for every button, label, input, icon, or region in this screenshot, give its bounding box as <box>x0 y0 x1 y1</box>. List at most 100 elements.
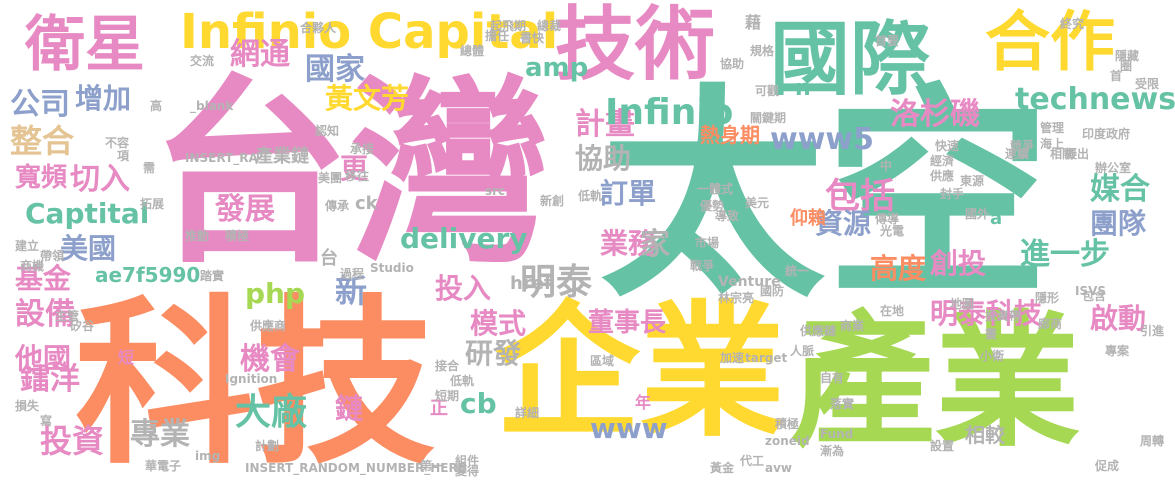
cloud-word: 低軌 <box>450 374 475 388</box>
cloud-word: a <box>990 208 1003 229</box>
cloud-word: 過程 <box>340 267 365 281</box>
cloud-word: 網通 <box>230 37 290 72</box>
cloud-word: href <box>510 273 552 294</box>
cloud-word: 代工 <box>740 454 765 468</box>
cloud-word: cb <box>460 387 497 420</box>
cloud-word: 媒合 <box>1090 172 1150 207</box>
cloud-word: _blank <box>190 99 234 113</box>
cloud-word: Infinio Capital <box>180 4 559 60</box>
cloud-word: 競爭 <box>1010 139 1035 153</box>
cloud-word: 家 <box>640 227 670 262</box>
cloud-word: 協助 <box>720 57 745 71</box>
cloud-word: 相關 <box>1050 147 1075 161</box>
cloud-word: 損失 <box>15 399 40 413</box>
cloud-word: 地圖 <box>950 297 975 311</box>
cloud-word: 落實 <box>830 397 855 411</box>
cloud-word: 正 <box>430 398 448 419</box>
cloud-word: 供應鏈 <box>800 324 837 338</box>
cloud-word: 項 <box>117 149 130 163</box>
cloud-word: 詳細 <box>515 406 540 420</box>
cloud-word: 協助 <box>575 142 632 175</box>
cloud-word: 傳承 <box>325 199 350 213</box>
cloud-word: 高度 <box>870 252 927 285</box>
cloud-word: 建立 <box>15 239 40 253</box>
cloud-word: 總體 <box>460 44 485 58</box>
cloud-word: 大廠 <box>235 392 308 433</box>
cloud-word: 小衛 <box>980 349 1005 363</box>
cloud-word: 黃文芳 <box>325 82 410 115</box>
cloud-word: 畫 <box>985 327 998 341</box>
cloud-word: 積極 <box>225 229 250 243</box>
cloud-word: 新 <box>335 272 368 310</box>
cloud-word: 海上 <box>1040 137 1065 151</box>
cloud-word: 連續 <box>1005 147 1030 161</box>
cloud-word: Fund <box>820 427 854 441</box>
cloud-word: 產業 <box>790 298 1080 467</box>
cloud-word: www <box>590 412 668 445</box>
cloud-word: 新創 <box>540 194 565 208</box>
cloud-word: 封手 <box>940 187 965 201</box>
cloud-word: 拓展 <box>140 197 165 211</box>
cloud-word: 合夥人 <box>300 21 337 35</box>
cloud-word: 進一步 <box>1020 237 1110 272</box>
cloud-word: 明泰 <box>520 262 593 303</box>
cloud-word: ck <box>355 193 378 214</box>
cloud-word: 美元 <box>745 196 770 210</box>
cloud-word: src <box>485 184 506 198</box>
cloud-word: 企業 <box>495 288 785 457</box>
cloud-word: 訂單 <box>600 177 657 210</box>
cloud-word: 林宗亮 <box>718 291 755 305</box>
cloud-word: 明泰科技 <box>930 297 1043 330</box>
cloud-word: 產業鏈 <box>255 146 309 167</box>
cloud-word: 台灣 <box>150 58 551 291</box>
cloud-word: Captital <box>25 197 150 230</box>
cloud-word: 機會 <box>240 342 300 377</box>
cloud-word: php <box>245 277 306 310</box>
cloud-word: 書快 <box>520 31 545 45</box>
cloud-word: 移往 <box>345 169 370 183</box>
cloud-word: 他國 <box>15 342 72 375</box>
cloud-word: 整合 <box>10 122 75 160</box>
cloud-word: 組件 <box>455 454 480 468</box>
cloud-word: 研發 <box>465 337 522 370</box>
cloud-word: 隱藏 <box>1115 49 1140 63</box>
cloud-word: 帶領 <box>40 249 65 263</box>
cloud-word: 在地 <box>880 304 905 318</box>
cloud-word: zoneid <box>765 434 810 448</box>
cloud-word: 仰賴 <box>790 208 826 229</box>
cloud-word: 黃金 <box>710 461 735 475</box>
cloud-word: 首 <box>1110 69 1123 83</box>
cloud-word: 接合 <box>435 359 460 373</box>
cloud-word: 戰爭 <box>690 259 715 273</box>
cloud-word: 華電子 <box>145 459 182 473</box>
cloud-word: 印度政府 <box>1082 127 1131 141</box>
cloud-word: 美團 <box>318 171 343 185</box>
cloud-word: target <box>745 351 788 365</box>
cloud-word: ae7f5990 <box>95 263 201 287</box>
cloud-word: 美國 <box>60 232 117 265</box>
cloud-word: tw <box>915 187 955 220</box>
cloud-word: 廊商 <box>1038 317 1063 331</box>
cloud-word: 供應 <box>930 169 955 183</box>
cloud-word: 第一 <box>420 459 445 473</box>
cloud-word: 設置 <box>930 439 955 453</box>
cloud-word: 洛杉磯 <box>890 97 980 132</box>
cloud-word: 發展 <box>215 192 275 227</box>
cloud-word: 規格 <box>750 44 775 58</box>
cloud-word: 漸為 <box>820 444 845 458</box>
cloud-word: 首要 <box>875 34 900 48</box>
cloud-word: 引進 <box>1140 324 1165 338</box>
cloud-word: ISVS <box>1075 284 1107 298</box>
cloud-word: 自有 <box>820 371 845 385</box>
cloud-word: 增加 <box>75 82 132 115</box>
cloud-word: 矽谷 <box>70 319 95 333</box>
cloud-word: 包含 <box>1082 289 1107 303</box>
cloud-word: Infinio <box>605 92 734 133</box>
cloud-word: 商機 <box>20 259 45 273</box>
cloud-word: 藉 <box>745 13 762 32</box>
cloud-word: img <box>195 449 221 463</box>
cloud-word: 交流 <box>190 54 215 68</box>
cloud-word: 起飛期 <box>490 19 527 33</box>
cloud-word: 熱身期 <box>700 123 760 147</box>
cloud-word: 加速 <box>720 351 745 365</box>
